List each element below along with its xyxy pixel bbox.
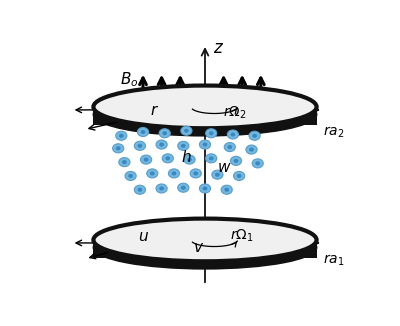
Circle shape bbox=[134, 141, 146, 150]
Circle shape bbox=[238, 174, 241, 177]
Circle shape bbox=[256, 162, 259, 165]
Circle shape bbox=[138, 188, 142, 191]
Circle shape bbox=[181, 126, 192, 135]
Circle shape bbox=[249, 131, 260, 140]
Circle shape bbox=[125, 171, 136, 181]
Circle shape bbox=[156, 140, 167, 149]
Text: w: w bbox=[217, 160, 230, 175]
Text: $r\Omega_1$: $r\Omega_1$ bbox=[230, 228, 254, 244]
Text: $ra_2$: $ra_2$ bbox=[323, 124, 344, 140]
Circle shape bbox=[253, 134, 256, 137]
Circle shape bbox=[203, 187, 207, 190]
Circle shape bbox=[252, 159, 263, 168]
Circle shape bbox=[116, 131, 127, 140]
Text: v: v bbox=[194, 240, 203, 255]
Circle shape bbox=[200, 184, 210, 193]
Circle shape bbox=[234, 159, 238, 162]
Circle shape bbox=[194, 172, 197, 175]
Circle shape bbox=[200, 140, 210, 149]
FancyBboxPatch shape bbox=[94, 107, 317, 125]
Circle shape bbox=[246, 145, 257, 154]
Text: u: u bbox=[138, 229, 148, 244]
Circle shape bbox=[230, 156, 242, 165]
Circle shape bbox=[250, 148, 253, 151]
Circle shape bbox=[188, 158, 191, 161]
Circle shape bbox=[140, 155, 152, 164]
Circle shape bbox=[160, 143, 163, 146]
Circle shape bbox=[182, 186, 185, 189]
Circle shape bbox=[168, 169, 180, 178]
Circle shape bbox=[206, 154, 217, 163]
Circle shape bbox=[162, 154, 173, 163]
Circle shape bbox=[178, 183, 189, 192]
Text: $ra_1$: $ra_1$ bbox=[323, 252, 344, 268]
Text: r: r bbox=[151, 103, 157, 118]
Circle shape bbox=[159, 129, 170, 138]
Circle shape bbox=[216, 173, 219, 176]
Ellipse shape bbox=[93, 93, 317, 136]
Circle shape bbox=[141, 131, 145, 133]
Circle shape bbox=[225, 188, 228, 191]
Circle shape bbox=[138, 144, 142, 147]
Ellipse shape bbox=[93, 226, 317, 269]
Circle shape bbox=[234, 171, 245, 181]
Circle shape bbox=[178, 141, 189, 150]
Circle shape bbox=[172, 172, 176, 175]
Text: h: h bbox=[182, 150, 191, 165]
Circle shape bbox=[166, 157, 170, 160]
Circle shape bbox=[147, 169, 158, 178]
Circle shape bbox=[182, 144, 185, 147]
Circle shape bbox=[163, 132, 166, 135]
Circle shape bbox=[129, 174, 132, 177]
Circle shape bbox=[185, 129, 188, 132]
Circle shape bbox=[231, 133, 234, 136]
Circle shape bbox=[120, 134, 123, 137]
Circle shape bbox=[116, 147, 120, 150]
Circle shape bbox=[228, 146, 232, 148]
Circle shape bbox=[227, 130, 238, 139]
Circle shape bbox=[210, 132, 213, 135]
Text: $B_o$: $B_o$ bbox=[120, 70, 138, 89]
Circle shape bbox=[212, 170, 223, 179]
FancyBboxPatch shape bbox=[94, 240, 317, 258]
Circle shape bbox=[113, 144, 124, 153]
Circle shape bbox=[138, 127, 148, 137]
Text: z: z bbox=[213, 39, 222, 57]
Circle shape bbox=[134, 185, 146, 194]
Circle shape bbox=[123, 161, 126, 163]
Circle shape bbox=[221, 185, 232, 194]
Circle shape bbox=[203, 143, 207, 146]
Circle shape bbox=[184, 155, 195, 164]
Circle shape bbox=[224, 142, 235, 152]
Circle shape bbox=[119, 157, 130, 167]
Ellipse shape bbox=[93, 85, 317, 128]
Circle shape bbox=[156, 184, 167, 193]
Circle shape bbox=[144, 158, 148, 161]
Circle shape bbox=[210, 157, 213, 160]
Circle shape bbox=[160, 187, 163, 190]
Text: $r\Omega_2$: $r\Omega_2$ bbox=[223, 105, 246, 121]
Ellipse shape bbox=[93, 219, 317, 261]
Circle shape bbox=[151, 172, 154, 175]
Circle shape bbox=[190, 169, 201, 178]
Circle shape bbox=[206, 129, 217, 138]
